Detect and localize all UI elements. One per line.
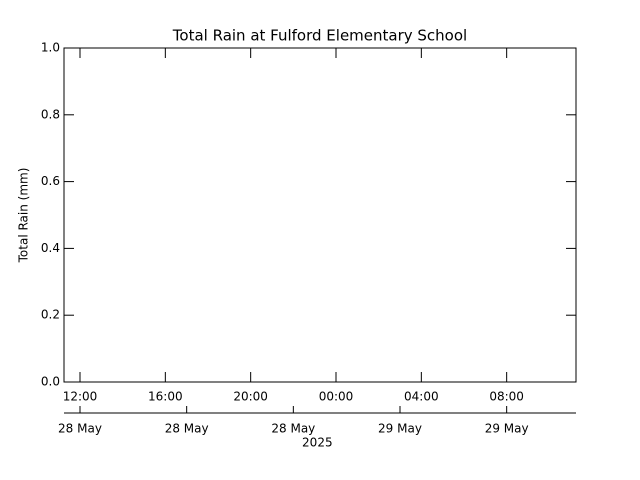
y-tick-label: 0.6 <box>41 174 60 188</box>
y-tick-label: 1.0 <box>41 41 60 55</box>
y-axis-label: Total Rain (mm) <box>17 168 31 264</box>
y-tick-label: 0.8 <box>41 107 60 121</box>
y-tick-label: 0.0 <box>41 375 60 389</box>
x-tick-label: 00:00 <box>319 390 354 404</box>
x-tick-label: 20:00 <box>233 390 268 404</box>
x2-tick-label: 29 May <box>485 422 529 436</box>
plot-frame <box>63 47 577 383</box>
y-tick-label: 0.4 <box>41 241 60 255</box>
x2-tick-label: 28 May <box>271 422 315 436</box>
chart-title: Total Rain at Fulford Elementary School <box>172 27 467 45</box>
year-label: 2025 <box>302 436 333 450</box>
x-tick-label: 12:00 <box>63 390 98 404</box>
x-tick-label: 08:00 <box>489 390 524 404</box>
x2-tick-label: 29 May <box>378 422 422 436</box>
x-tick-label: 16:00 <box>148 390 183 404</box>
x2-tick-label: 28 May <box>165 422 209 436</box>
x-tick-label: 04:00 <box>404 390 439 404</box>
y-tick-label: 0.2 <box>41 308 60 322</box>
x2-tick-label: 28 May <box>58 422 102 436</box>
